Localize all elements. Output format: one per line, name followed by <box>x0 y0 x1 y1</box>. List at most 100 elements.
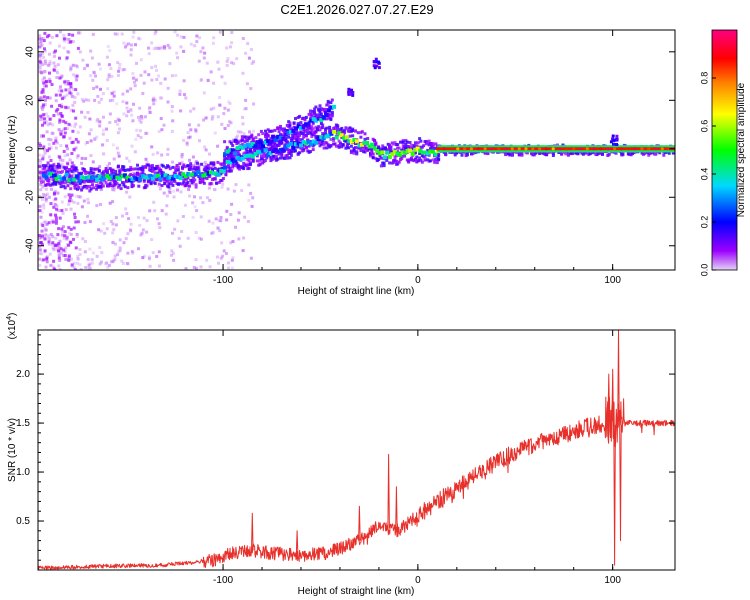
spectrogram-noise-cell <box>137 247 140 251</box>
spectrogram-ridge-cell <box>410 152 415 156</box>
spectrogram-halo-cell <box>303 143 307 147</box>
spectrogram-halo-cell <box>126 186 130 190</box>
spectrogram-noise-cell <box>211 231 215 235</box>
spectrogram-noise-cell <box>194 258 198 262</box>
spectrogram-noise-cell <box>242 132 246 136</box>
spectrogram-ridge-cell <box>198 173 203 178</box>
spectrogram-halo-cell <box>667 151 671 155</box>
spectrogram-noise-cell <box>42 258 46 262</box>
spectrogram-noise-cell <box>103 231 107 235</box>
spectrogram-noise-cell <box>170 129 174 133</box>
spectrogram-ridge-cell <box>230 157 235 162</box>
spectrogram-ridge-cell <box>271 134 276 139</box>
spectrogram-noise-cell <box>160 209 164 213</box>
spectrogram-halo-cell <box>280 154 284 158</box>
spectrogram-halo-cell <box>88 189 92 193</box>
spectrogram-noise-cell <box>86 258 90 261</box>
spectrogram-halo-cell <box>414 141 417 145</box>
spectrogram-ridge-cell <box>143 175 148 180</box>
spectrogram-halo-cell <box>545 153 549 157</box>
spectrogram-ridge-cell <box>181 172 186 177</box>
spectrogram-noise-cell <box>43 148 46 152</box>
spectrogram-noise-cell <box>38 142 41 146</box>
spectrogram-ridge-cell <box>100 177 105 182</box>
spectrogram-ridge-cell <box>72 177 77 182</box>
spectrogram-noise-cell <box>54 236 58 240</box>
spectrogram-halo-cell <box>405 140 409 144</box>
spectrogram-noise-cell <box>111 98 115 102</box>
spectrogram-noise-cell <box>222 249 226 253</box>
spectrogram-halo-cell <box>67 168 71 171</box>
spectrogram-halo-cell <box>157 182 161 186</box>
spectrogram-noise-cell <box>179 109 183 113</box>
spectrogram-noise-cell <box>63 154 67 158</box>
spectrogram-noise-cell <box>41 105 45 109</box>
spectrogram-halo-cell <box>273 141 277 145</box>
spectrogram-noise-cell <box>48 62 52 65</box>
spectrogram-noise-cell <box>194 128 198 132</box>
spectrogram-noise-cell <box>39 40 43 44</box>
spectrogram-noise-cell <box>121 92 125 96</box>
spectrogram-noise-cell <box>158 46 162 50</box>
spectrogram-noise-cell <box>136 216 140 219</box>
spectrogram-halo-cell <box>168 167 172 171</box>
spectrogram-noise-cell <box>38 66 42 70</box>
spectrogram-halo-cell <box>388 161 392 165</box>
spectrogram-noise-cell <box>38 209 42 213</box>
spectrogram-ridge-cell <box>524 147 528 151</box>
spectrogram-noise-cell <box>115 146 119 150</box>
spectrogram-noise-cell <box>38 245 41 249</box>
spectrogram-halo-cell <box>261 141 265 145</box>
spectrogram-ridge-cell <box>425 151 430 156</box>
spectrogram-noise-cell <box>172 258 176 262</box>
spectrogram-noise-cell <box>63 254 67 257</box>
spectrogram-noise-cell <box>147 257 151 261</box>
spectrogram-halo-cell <box>423 158 427 162</box>
spectrogram-noise-cell <box>51 235 55 239</box>
spectrogram-noise-cell <box>217 219 221 223</box>
spectrogram-halo-cell <box>100 172 104 176</box>
spectrogram-halo-cell <box>276 157 280 161</box>
spectrogram-ridge-cell <box>332 129 337 134</box>
spectrogram-ridge-cell <box>418 149 423 154</box>
spectrogram-halo-cell <box>662 153 666 157</box>
spectrogram-noise-cell <box>63 195 67 199</box>
spectrogram-noise-cell <box>109 220 113 223</box>
spectrogram-noise-cell <box>71 103 75 107</box>
spectrogram-noise-cell <box>252 102 256 106</box>
spectrogram-noise-cell <box>55 247 59 251</box>
spectrogram-noise-cell <box>83 67 87 71</box>
spectrogram-noise-cell <box>107 162 111 166</box>
spectrogram-noise-cell <box>39 161 42 164</box>
spectrogram-halo-cell <box>106 170 109 174</box>
spectrogram-halo-cell <box>269 137 273 141</box>
colorbar-gradient <box>712 30 737 270</box>
spectrogram-noise-cell <box>150 41 154 45</box>
spectrogram-ridge-cell <box>105 173 110 178</box>
spectrogram-halo-cell <box>264 135 267 139</box>
spectrogram-noise-cell <box>130 249 134 253</box>
spectrogram-noise-cell <box>230 61 234 65</box>
spectrogram-halo-cell <box>258 159 262 163</box>
spectrogram-noise-cell <box>108 201 112 205</box>
spectrogram-noise-cell <box>125 101 129 105</box>
spectrogram-noise-cell <box>220 241 224 245</box>
spectrogram-ridge-cell <box>558 147 562 151</box>
spectrogram-noise-cell <box>138 118 142 122</box>
spectrogram-ridge-cell <box>380 150 385 155</box>
spectrogram-halo-cell <box>304 146 308 150</box>
spectrogram-noise-cell <box>43 84 47 88</box>
spectrogram-ridge-cell <box>153 174 158 179</box>
spectrogram-noise-cell <box>74 220 78 224</box>
spectrogram-noise-cell <box>225 209 229 213</box>
spectrogram-noise-cell <box>135 128 139 132</box>
spectrogram-noise-cell <box>249 256 253 260</box>
spectrogram-noise-cell <box>55 204 59 208</box>
spectrogram-ridge-cell <box>342 136 347 141</box>
spectrogram-noise-cell <box>245 162 249 165</box>
spectrogram-ridge-cell <box>166 175 170 180</box>
spectrogram-noise-cell <box>246 220 250 223</box>
spectrogram-noise-cell <box>186 131 190 135</box>
spectrogram-noise-cell <box>117 154 121 158</box>
